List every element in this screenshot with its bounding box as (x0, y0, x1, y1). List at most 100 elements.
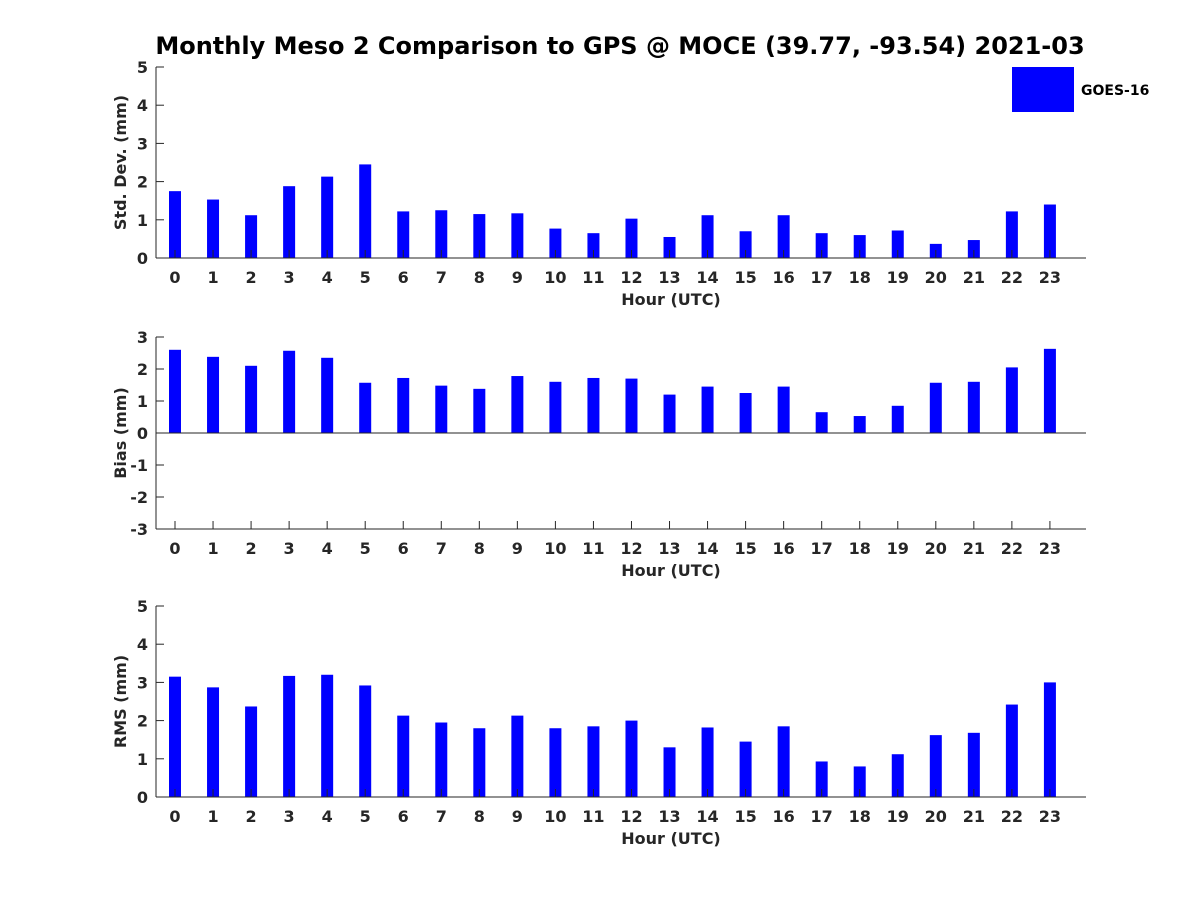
bar-std-dev-hour-15 (739, 231, 752, 258)
x-tick-label-std-dev: 3 (284, 268, 295, 287)
bar-std-dev-hour-6 (397, 211, 410, 258)
x-tick-label-rms: 18 (849, 807, 871, 826)
bar-rms-hour-11 (587, 726, 600, 797)
x-tick-label-rms: 19 (887, 807, 909, 826)
y-tick-label-bias: 1 (137, 392, 148, 411)
y-tick-label-bias: -1 (130, 456, 148, 475)
x-tick-label-std-dev: 14 (696, 268, 718, 287)
x-axis-label-std-dev: Hour (UTC) (621, 290, 721, 309)
bar-rms-hour-8 (473, 728, 486, 797)
x-tick-label-rms: 13 (658, 807, 680, 826)
bar-rms-hour-15 (739, 741, 752, 797)
x-tick-label-rms: 0 (169, 807, 180, 826)
x-tick-label-std-dev: 16 (773, 268, 795, 287)
x-tick-label-std-dev: 0 (169, 268, 180, 287)
y-tick-label-std-dev: 1 (137, 211, 148, 230)
bar-std-dev-hour-14 (701, 215, 714, 258)
bar-std-dev-hour-3 (283, 186, 296, 258)
bar-rms-hour-13 (663, 747, 676, 797)
bar-bias-hour-11 (587, 377, 600, 433)
x-tick-label-rms: 5 (360, 807, 371, 826)
bar-bias-hour-21 (967, 381, 980, 433)
x-tick-label-rms: 20 (925, 807, 947, 826)
x-tick-label-bias: 14 (696, 539, 718, 558)
x-tick-label-bias: 20 (925, 539, 947, 558)
bar-rms-hour-1 (207, 687, 220, 797)
y-tick-label-bias: -3 (130, 520, 148, 539)
bar-std-dev-hour-17 (815, 233, 828, 258)
bar-std-dev-hour-9 (511, 213, 524, 258)
bar-bias-hour-23 (1043, 348, 1056, 433)
bar-rms-hour-22 (1005, 704, 1018, 797)
x-tick-label-bias: 16 (773, 539, 795, 558)
x-tick-label-bias: 6 (398, 539, 409, 558)
bar-bias-hour-4 (321, 357, 334, 433)
x-tick-label-std-dev: 2 (246, 268, 257, 287)
y-tick-label-bias: -2 (130, 488, 148, 507)
y-tick-label-bias: 2 (137, 360, 148, 379)
bar-rms-hour-23 (1043, 682, 1056, 797)
bar-std-dev-hour-2 (245, 215, 258, 258)
y-tick-label-bias: 3 (137, 328, 148, 347)
x-tick-label-rms: 16 (773, 807, 795, 826)
x-tick-label-rms: 6 (398, 807, 409, 826)
bar-rms-hour-0 (169, 676, 181, 797)
bar-bias-hour-22 (1005, 367, 1018, 433)
x-tick-label-bias: 21 (963, 539, 985, 558)
bar-rms-hour-20 (929, 735, 942, 797)
y-tick-label-rms: 4 (137, 635, 148, 654)
bar-rms-hour-4 (321, 674, 334, 797)
bar-bias-hour-5 (359, 382, 372, 433)
x-tick-label-bias: 1 (207, 539, 218, 558)
x-tick-label-std-dev: 21 (963, 268, 985, 287)
bar-rms-hour-17 (815, 761, 828, 797)
y-tick-label-std-dev: 2 (137, 173, 148, 192)
bar-bias-hour-19 (891, 405, 904, 433)
bar-bias-hour-17 (815, 412, 828, 433)
x-tick-label-rms: 14 (696, 807, 718, 826)
x-tick-label-std-dev: 17 (811, 268, 833, 287)
x-tick-label-bias: 11 (582, 539, 604, 558)
bar-bias-hour-10 (549, 381, 562, 433)
bar-std-dev-hour-22 (1005, 211, 1018, 258)
x-tick-label-rms: 8 (474, 807, 485, 826)
bar-std-dev-hour-4 (321, 176, 334, 258)
x-tick-label-std-dev: 23 (1039, 268, 1061, 287)
y-axis-label-std-dev: Std. Dev. (mm) (111, 95, 130, 230)
bar-rms-hour-12 (625, 720, 638, 797)
y-tick-label-rms: 3 (137, 673, 148, 692)
y-tick-label-rms: 5 (137, 597, 148, 616)
bar-bias-hour-16 (777, 386, 790, 433)
bar-bias-hour-2 (245, 365, 258, 433)
bar-std-dev-hour-0 (169, 191, 181, 258)
bar-bias-hour-13 (663, 394, 676, 433)
y-tick-label-std-dev: 4 (137, 96, 148, 115)
x-tick-label-bias: 23 (1039, 539, 1061, 558)
x-tick-label-std-dev: 5 (360, 268, 371, 287)
x-axis-label-bias: Hour (UTC) (621, 561, 721, 580)
x-tick-label-std-dev: 11 (582, 268, 604, 287)
y-axis-label-bias: Bias (mm) (111, 387, 130, 479)
bar-bias-hour-14 (701, 386, 714, 433)
bar-rms-hour-19 (891, 754, 904, 797)
x-tick-label-std-dev: 12 (620, 268, 642, 287)
x-tick-label-std-dev: 10 (544, 268, 566, 287)
x-tick-label-bias: 10 (544, 539, 566, 558)
bar-bias-hour-9 (511, 376, 524, 433)
x-tick-label-bias: 22 (1001, 539, 1023, 558)
bar-rms-hour-2 (245, 706, 258, 797)
x-tick-label-std-dev: 19 (887, 268, 909, 287)
legend: GOES-16 (1012, 67, 1149, 112)
x-tick-label-bias: 18 (849, 539, 871, 558)
x-tick-label-bias: 19 (887, 539, 909, 558)
x-tick-label-rms: 22 (1001, 807, 1023, 826)
x-tick-label-bias: 9 (512, 539, 523, 558)
x-tick-label-bias: 15 (734, 539, 756, 558)
x-tick-label-rms: 7 (436, 807, 447, 826)
x-tick-label-rms: 4 (322, 807, 333, 826)
bar-rms-hour-21 (967, 732, 980, 797)
bar-std-dev-hour-13 (663, 236, 676, 258)
